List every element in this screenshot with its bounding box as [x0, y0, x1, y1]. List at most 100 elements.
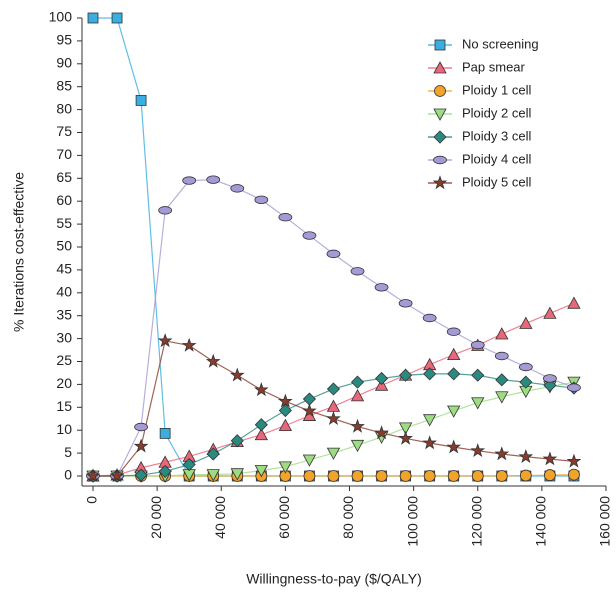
marker [567, 383, 581, 392]
marker [542, 374, 557, 383]
marker [374, 371, 389, 386]
marker [447, 470, 460, 482]
marker [567, 296, 581, 309]
marker [494, 446, 510, 461]
marker [158, 206, 173, 215]
legend-marker [432, 175, 448, 190]
marker [519, 316, 533, 329]
legend-label: Ploidy 1 cell [462, 82, 531, 97]
marker [181, 337, 197, 352]
x-tick-label: 160 000 [597, 496, 613, 547]
marker [182, 176, 197, 185]
y-tick-label: 70 [56, 146, 72, 162]
y-tick-label: 40 [56, 284, 72, 300]
marker [326, 447, 341, 460]
x-tick-label: 120 000 [468, 496, 484, 547]
marker [495, 327, 509, 340]
y-tick-label: 45 [56, 261, 72, 277]
marker [302, 403, 317, 418]
x-tick-label: 60 000 [276, 496, 292, 539]
marker [326, 411, 341, 425]
y-tick-label: 25 [56, 352, 72, 368]
legend-label: Ploidy 2 cell [462, 105, 531, 120]
marker [495, 391, 509, 404]
legend: No screening Pap smear Ploidy 1 cell Ploidy… [428, 36, 539, 189]
marker [230, 434, 244, 448]
x-tick-label: 100 000 [404, 496, 420, 547]
y-tick-label: 75 [56, 123, 72, 139]
legend-marker [433, 130, 447, 144]
marker [470, 443, 486, 458]
marker [495, 470, 508, 482]
marker [350, 418, 365, 433]
marker [229, 367, 245, 382]
marker [398, 422, 413, 435]
marker [447, 347, 461, 361]
legend-marker [434, 85, 446, 97]
marker [159, 428, 171, 439]
legend-marker [433, 155, 447, 165]
y-tick-label: 50 [56, 238, 72, 254]
legend-label: Pap smear [462, 59, 526, 74]
marker [326, 382, 341, 396]
x-axis-label: Willingness-to-pay ($/QALY) [246, 571, 422, 587]
marker [254, 427, 269, 441]
legend-label: No screening [462, 36, 539, 51]
marker [302, 231, 317, 240]
marker [278, 403, 292, 418]
marker [471, 470, 484, 482]
marker [471, 368, 485, 382]
legend-marker [433, 108, 447, 121]
y-tick-label: 30 [56, 329, 72, 345]
y-tick-label: 95 [56, 32, 72, 48]
legend-marker [434, 39, 446, 51]
y-tick-label: 35 [56, 306, 72, 322]
marker [399, 368, 413, 382]
marker [398, 430, 413, 445]
y-tick-label: 85 [56, 77, 72, 93]
marker [230, 468, 244, 481]
marker [542, 451, 558, 466]
marker [470, 340, 485, 350]
legend-label: Ploidy 5 cell [462, 174, 531, 189]
y-tick-label: 80 [56, 100, 72, 116]
y-tick-label: 20 [56, 375, 72, 391]
legend-marker [433, 61, 447, 74]
marker [350, 439, 365, 453]
marker [278, 461, 293, 474]
marker [351, 470, 364, 482]
marker [543, 469, 556, 481]
marker [375, 470, 388, 482]
marker [326, 249, 341, 259]
marker [278, 393, 293, 408]
x-tick-label: 140 000 [533, 496, 549, 547]
marker [254, 195, 269, 205]
marker [495, 373, 509, 387]
marker [518, 362, 533, 372]
marker [423, 367, 437, 381]
marker [519, 375, 533, 389]
marker [447, 367, 461, 381]
marker [350, 375, 365, 389]
y-tick-label: 55 [56, 215, 72, 231]
marker [278, 213, 293, 222]
marker [135, 95, 147, 106]
x-tick-label: 80 000 [340, 496, 356, 539]
legend-label: Ploidy 4 cell [462, 151, 531, 166]
marker [422, 435, 437, 450]
marker [446, 439, 462, 454]
marker [518, 449, 534, 464]
legend-label: Ploidy 3 cell [462, 128, 531, 143]
marker [206, 175, 221, 184]
marker [374, 283, 389, 292]
y-tick-label: 10 [56, 421, 72, 437]
marker [568, 468, 580, 481]
marker [278, 418, 293, 432]
marker [398, 299, 413, 308]
marker [399, 470, 412, 482]
marker [303, 470, 316, 482]
marker [327, 470, 340, 482]
x-tick-label: 20 000 [148, 496, 164, 539]
x-tick-label: 0 [84, 496, 100, 504]
